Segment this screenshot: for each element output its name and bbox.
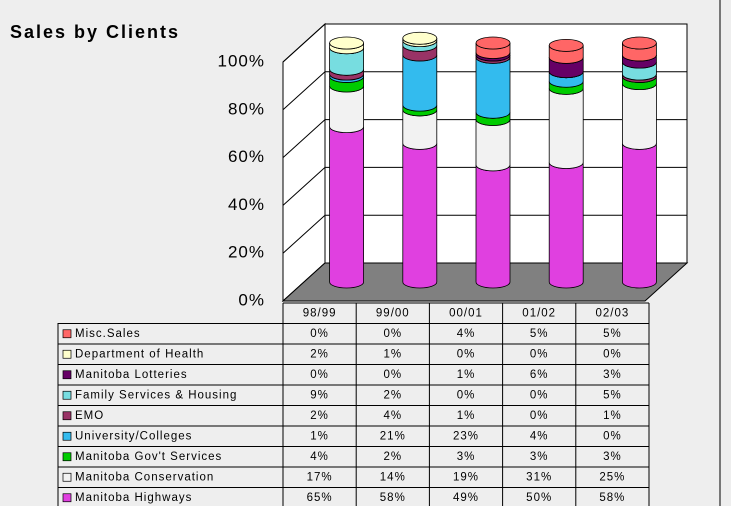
column-segment (475, 57, 511, 119)
grid-line (282, 23, 687, 63)
table-cell: 25% (599, 471, 625, 483)
legend-key (62, 370, 72, 380)
y-tick-label: 40% (228, 195, 265, 214)
table-cell: 0% (530, 389, 549, 401)
table-cell: 50% (526, 492, 552, 504)
table-cell: 65% (307, 492, 333, 504)
table-cell: 1% (457, 410, 476, 422)
column-top (622, 36, 657, 50)
column-top (329, 36, 365, 50)
table-cell: 1% (457, 369, 476, 381)
legend-key (62, 411, 72, 421)
column-segment (548, 88, 584, 169)
table-cell: 31% (526, 471, 552, 483)
table-cell: 5% (603, 328, 622, 340)
table-cell: 19% (453, 471, 479, 483)
table-cell: 0% (457, 389, 476, 401)
column-segment (402, 54, 438, 112)
table-cell: 1% (310, 430, 329, 442)
legend-key (62, 390, 72, 400)
table-cell: 1% (603, 410, 622, 422)
table-cell: 0% (383, 328, 402, 340)
column-segment (622, 143, 657, 289)
legend-key (62, 431, 72, 441)
table-cell: 5% (530, 328, 549, 340)
legend-key (62, 452, 72, 462)
legend-label: Manitoba Highways (75, 492, 192, 504)
column-top (548, 38, 584, 52)
table-cell: 21% (380, 430, 406, 442)
table-cell: 4% (530, 430, 549, 442)
table-cell: 49% (453, 492, 479, 504)
x-tick-label: 99/00 (376, 307, 410, 319)
column-segment (402, 143, 438, 289)
x-tick-label: 98/99 (303, 307, 337, 319)
column-segment (329, 126, 364, 289)
table-cell: 2% (383, 389, 402, 401)
table-cell: 6% (530, 369, 549, 381)
chart-title: Sales by Clients (10, 22, 180, 42)
x-tick-label: 01/02 (522, 307, 556, 319)
y-tick-label: 80% (228, 99, 265, 118)
table-cell: 3% (530, 451, 549, 463)
column-segment (475, 164, 511, 289)
legend-label: Manitoba Gov't Services (75, 451, 222, 463)
column-segment (548, 162, 584, 289)
legend-label: Misc.Sales (75, 328, 141, 340)
y-tick-label: 20% (228, 243, 265, 262)
table-cell: 1% (383, 348, 402, 360)
table-cell: 58% (380, 492, 406, 504)
table-cell: 0% (603, 430, 622, 442)
table-cell: 0% (457, 348, 476, 360)
table-cell: 17% (307, 471, 333, 483)
legend-label: Manitoba Conservation (75, 471, 214, 483)
table-cell: 0% (310, 369, 329, 381)
legend-key (62, 329, 72, 339)
y-tick-label: 100% (218, 51, 265, 70)
table-cell: 4% (457, 328, 476, 340)
table-cell: 9% (310, 389, 329, 401)
table-cell: 3% (457, 451, 476, 463)
legend-label: Department of Health (75, 348, 204, 360)
table-cell: 0% (603, 348, 622, 360)
table-cell: 2% (310, 410, 329, 422)
legend-label: University/Colleges (75, 430, 192, 442)
column-segment (622, 83, 657, 150)
table-cell: 3% (603, 369, 622, 381)
table-cell: 5% (603, 389, 622, 401)
table-bg (57, 323, 650, 506)
table-cell: 14% (380, 471, 406, 483)
y-tick-label: 60% (228, 147, 265, 166)
table-cell: 0% (530, 410, 549, 422)
legend-label: Family Services & Housing (75, 389, 237, 401)
legend-key (62, 493, 72, 503)
column-top (402, 31, 438, 45)
table-cell: 23% (453, 430, 479, 442)
x-tick-label: 02/03 (596, 307, 630, 319)
table-cell: 2% (383, 451, 402, 463)
x-tick-label: 00/01 (449, 307, 483, 319)
y-tick-label: 0% (238, 290, 265, 309)
table-cell: 4% (383, 410, 402, 422)
table-cell: 0% (383, 369, 402, 381)
column-top (475, 36, 511, 50)
table-cell: 0% (310, 328, 329, 340)
side-wall (282, 22, 326, 303)
table-cell: 2% (310, 348, 329, 360)
legend-key (62, 349, 72, 359)
legend-label: Manitoba Lotteries (75, 369, 188, 381)
table-cell: 4% (310, 451, 329, 463)
legend-label: EMO (75, 410, 104, 422)
column-segment (475, 119, 511, 172)
table-cell: 0% (530, 348, 549, 360)
column-segment (329, 85, 364, 134)
table-cell: 58% (599, 492, 625, 504)
legend-key (62, 472, 72, 482)
table-cell: 3% (603, 451, 622, 463)
